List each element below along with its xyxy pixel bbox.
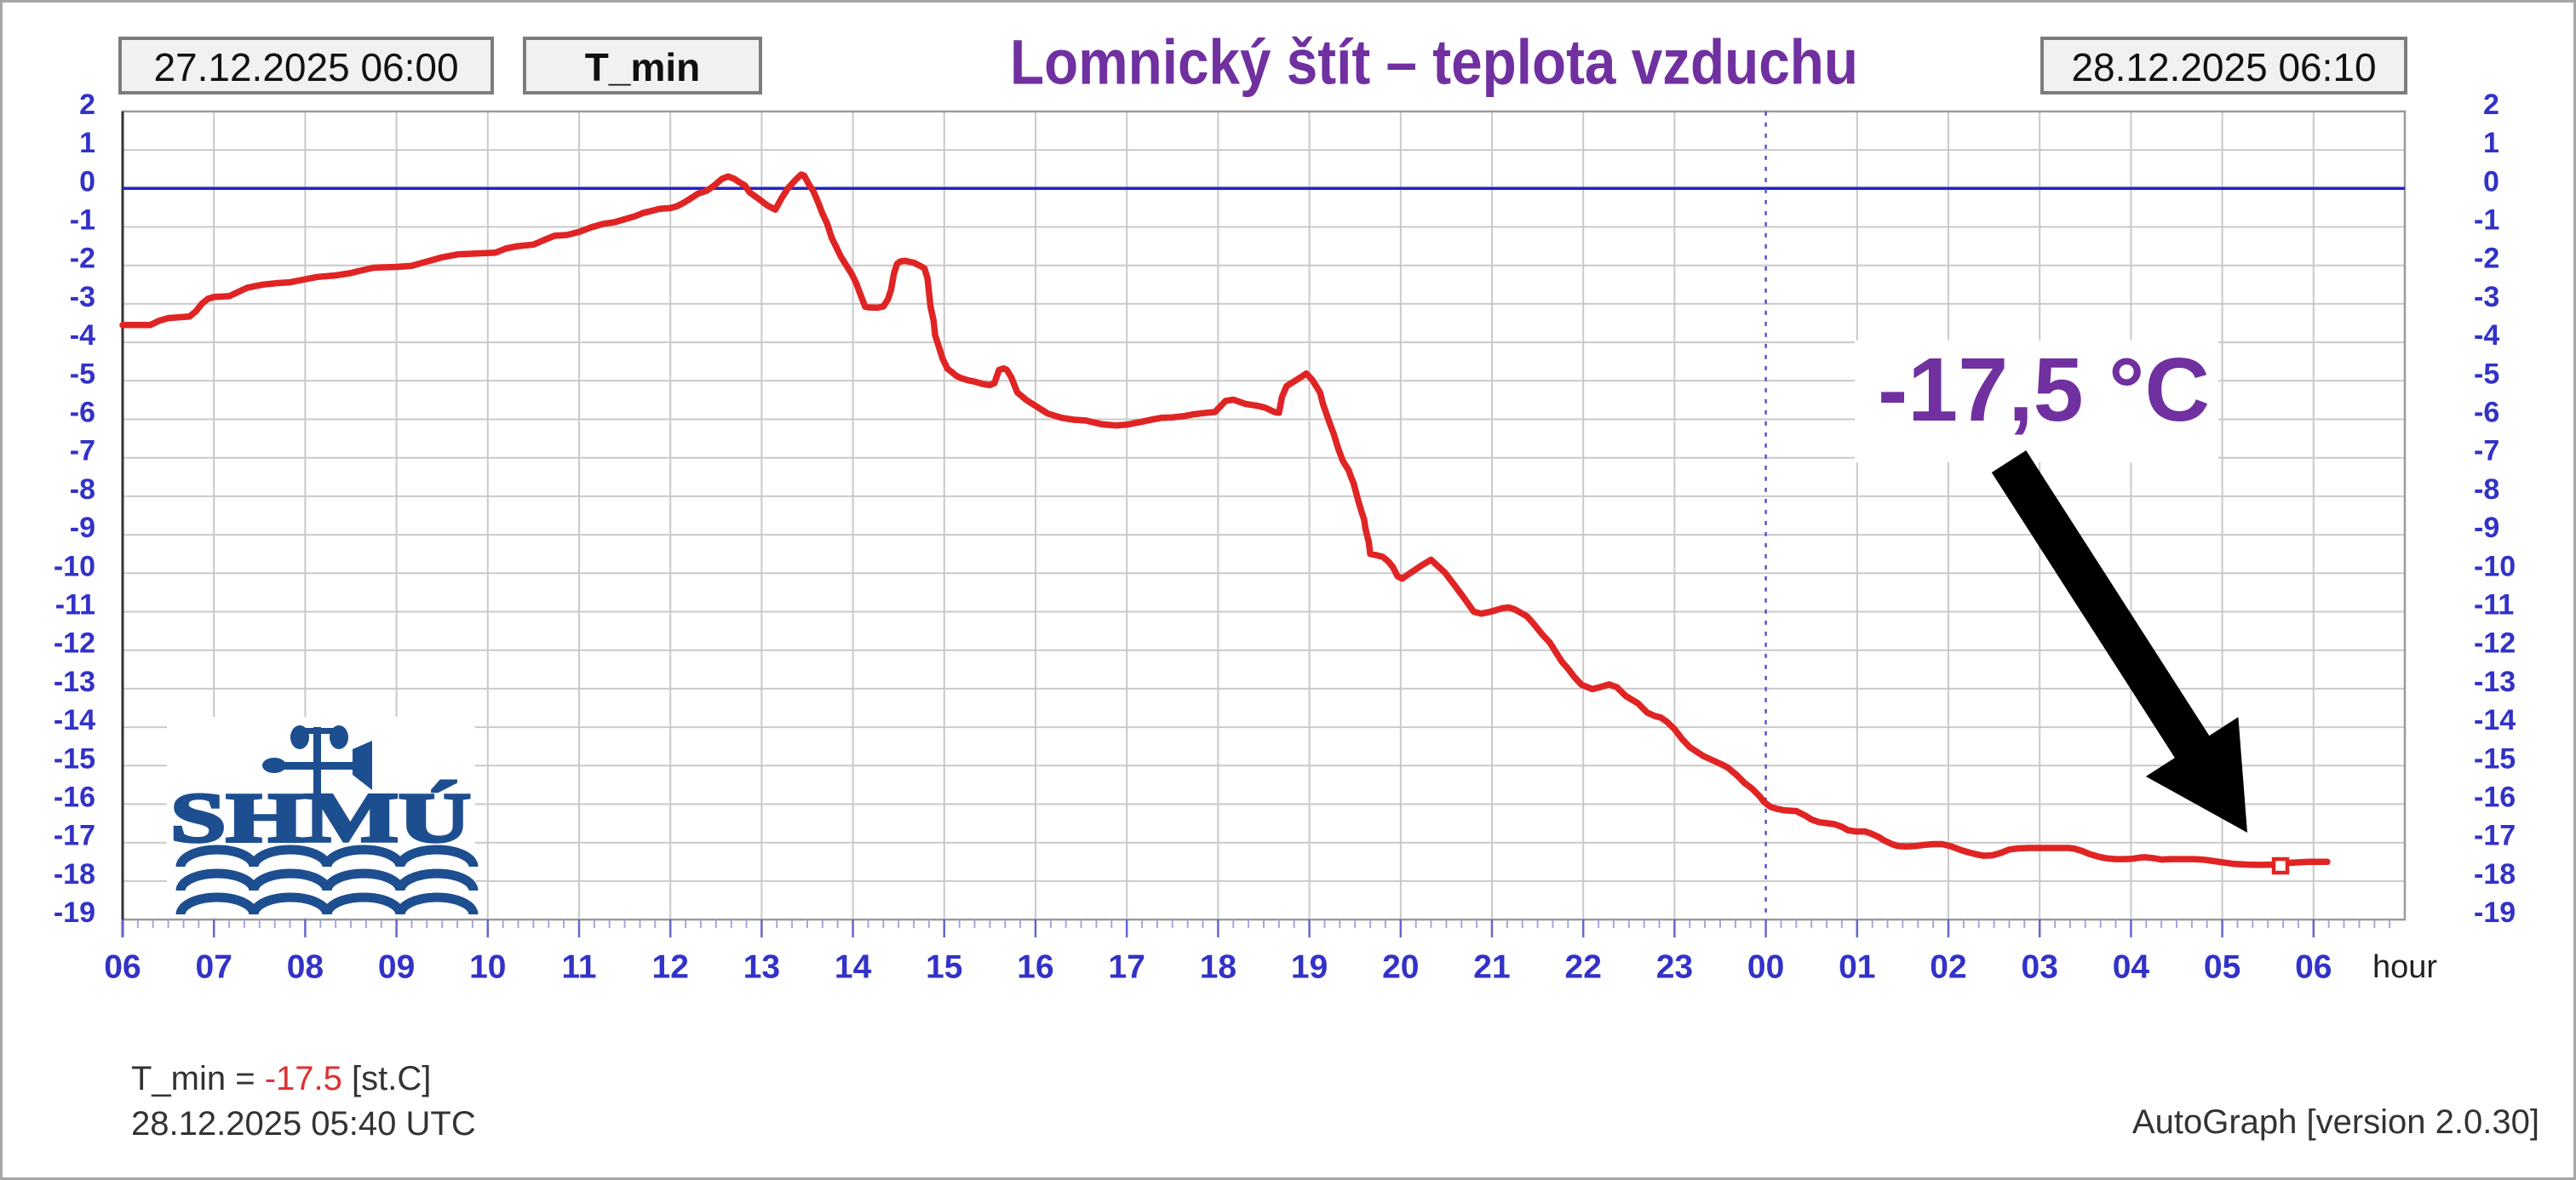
svg-text:21: 21 <box>1473 949 1510 986</box>
svg-text:09: 09 <box>378 949 415 986</box>
svg-text:11: 11 <box>561 949 596 986</box>
svg-text:-5: -5 <box>70 358 95 390</box>
svg-text:14: 14 <box>835 949 872 986</box>
svg-text:05: 05 <box>2204 949 2240 986</box>
svg-text:T_min = -17.5 [st.C]: T_min = -17.5 [st.C] <box>131 1060 431 1097</box>
svg-text:T_min: T_min <box>585 45 700 89</box>
svg-text:-13: -13 <box>54 666 95 698</box>
svg-text:15: 15 <box>926 949 962 986</box>
svg-text:Lomnický štít – teplota vzduch: Lomnický štít – teplota vzduchu <box>1010 27 1858 98</box>
svg-text:-2: -2 <box>2474 243 2499 275</box>
svg-text:AutoGraph [version 2.0.30]: AutoGraph [version 2.0.30] <box>2132 1103 2539 1141</box>
svg-text:19: 19 <box>1291 949 1328 986</box>
svg-text:-17,5 °C: -17,5 °C <box>1878 340 2210 440</box>
svg-text:-9: -9 <box>70 512 95 544</box>
svg-text:-16: -16 <box>2474 782 2516 814</box>
svg-text:-15: -15 <box>2474 742 2516 775</box>
svg-text:SHMÚ: SHMÚ <box>170 778 471 856</box>
svg-text:22: 22 <box>1565 949 1602 986</box>
svg-text:-8: -8 <box>70 473 95 506</box>
svg-text:-6: -6 <box>70 397 95 429</box>
svg-text:07: 07 <box>196 949 232 986</box>
svg-text:-18: -18 <box>2474 858 2516 891</box>
svg-text:0: 0 <box>79 165 95 198</box>
svg-text:-1: -1 <box>70 204 95 237</box>
svg-text:-17: -17 <box>2474 820 2516 852</box>
svg-text:-13: -13 <box>2474 666 2516 698</box>
svg-text:12: 12 <box>652 949 689 986</box>
svg-text:20: 20 <box>1382 949 1419 986</box>
svg-text:-4: -4 <box>2474 319 2499 352</box>
svg-text:10: 10 <box>469 949 506 986</box>
svg-text:-3: -3 <box>2474 281 2499 313</box>
svg-text:17: 17 <box>1109 949 1145 986</box>
svg-text:02: 02 <box>1930 949 1966 986</box>
svg-text:-14: -14 <box>2474 704 2516 736</box>
svg-text:-12: -12 <box>54 627 95 660</box>
svg-text:-15: -15 <box>54 742 95 775</box>
svg-text:08: 08 <box>287 949 324 986</box>
svg-text:-5: -5 <box>2474 358 2499 390</box>
svg-text:28.12.2025 06:10: 28.12.2025 06:10 <box>2071 45 2376 89</box>
svg-text:-8: -8 <box>2474 473 2499 506</box>
svg-text:0: 0 <box>2483 165 2499 198</box>
svg-text:-19: -19 <box>2474 896 2516 929</box>
svg-text:18: 18 <box>1200 949 1236 986</box>
svg-text:-18: -18 <box>54 858 95 891</box>
svg-text:27.12.2025 06:00: 27.12.2025 06:00 <box>153 45 458 89</box>
svg-text:-11: -11 <box>55 589 95 622</box>
svg-text:-17: -17 <box>54 820 95 852</box>
svg-text:-16: -16 <box>54 782 95 814</box>
svg-text:13: 13 <box>743 949 780 986</box>
svg-text:03: 03 <box>2022 949 2058 986</box>
svg-text:-10: -10 <box>54 550 95 582</box>
svg-text:06: 06 <box>104 949 141 986</box>
svg-text:-2: -2 <box>70 243 95 275</box>
svg-text:hour: hour <box>2372 949 2437 985</box>
svg-text:01: 01 <box>1839 949 1875 986</box>
svg-text:-19: -19 <box>54 896 95 929</box>
svg-text:-12: -12 <box>2474 627 2516 660</box>
svg-text:23: 23 <box>1656 949 1693 986</box>
svg-text:1: 1 <box>2483 127 2499 159</box>
svg-text:-3: -3 <box>70 281 95 313</box>
svg-text:-7: -7 <box>70 435 95 467</box>
svg-text:-14: -14 <box>54 704 95 736</box>
svg-text:2: 2 <box>79 89 95 121</box>
svg-text:-11: -11 <box>2474 589 2514 622</box>
svg-text:-7: -7 <box>2474 435 2499 467</box>
svg-text:-1: -1 <box>2474 204 2499 237</box>
svg-text:16: 16 <box>1017 949 1053 986</box>
svg-text:06: 06 <box>2295 949 2332 986</box>
svg-text:-9: -9 <box>2474 512 2499 544</box>
svg-text:04: 04 <box>2113 949 2150 986</box>
svg-text:2: 2 <box>2483 89 2499 121</box>
svg-text:1: 1 <box>79 127 95 159</box>
svg-text:28.12.2025 05:40 UTC: 28.12.2025 05:40 UTC <box>131 1105 476 1143</box>
svg-text:00: 00 <box>1747 949 1784 986</box>
svg-text:-4: -4 <box>70 319 95 352</box>
svg-text:-6: -6 <box>2474 397 2499 429</box>
svg-text:-10: -10 <box>2474 550 2516 582</box>
